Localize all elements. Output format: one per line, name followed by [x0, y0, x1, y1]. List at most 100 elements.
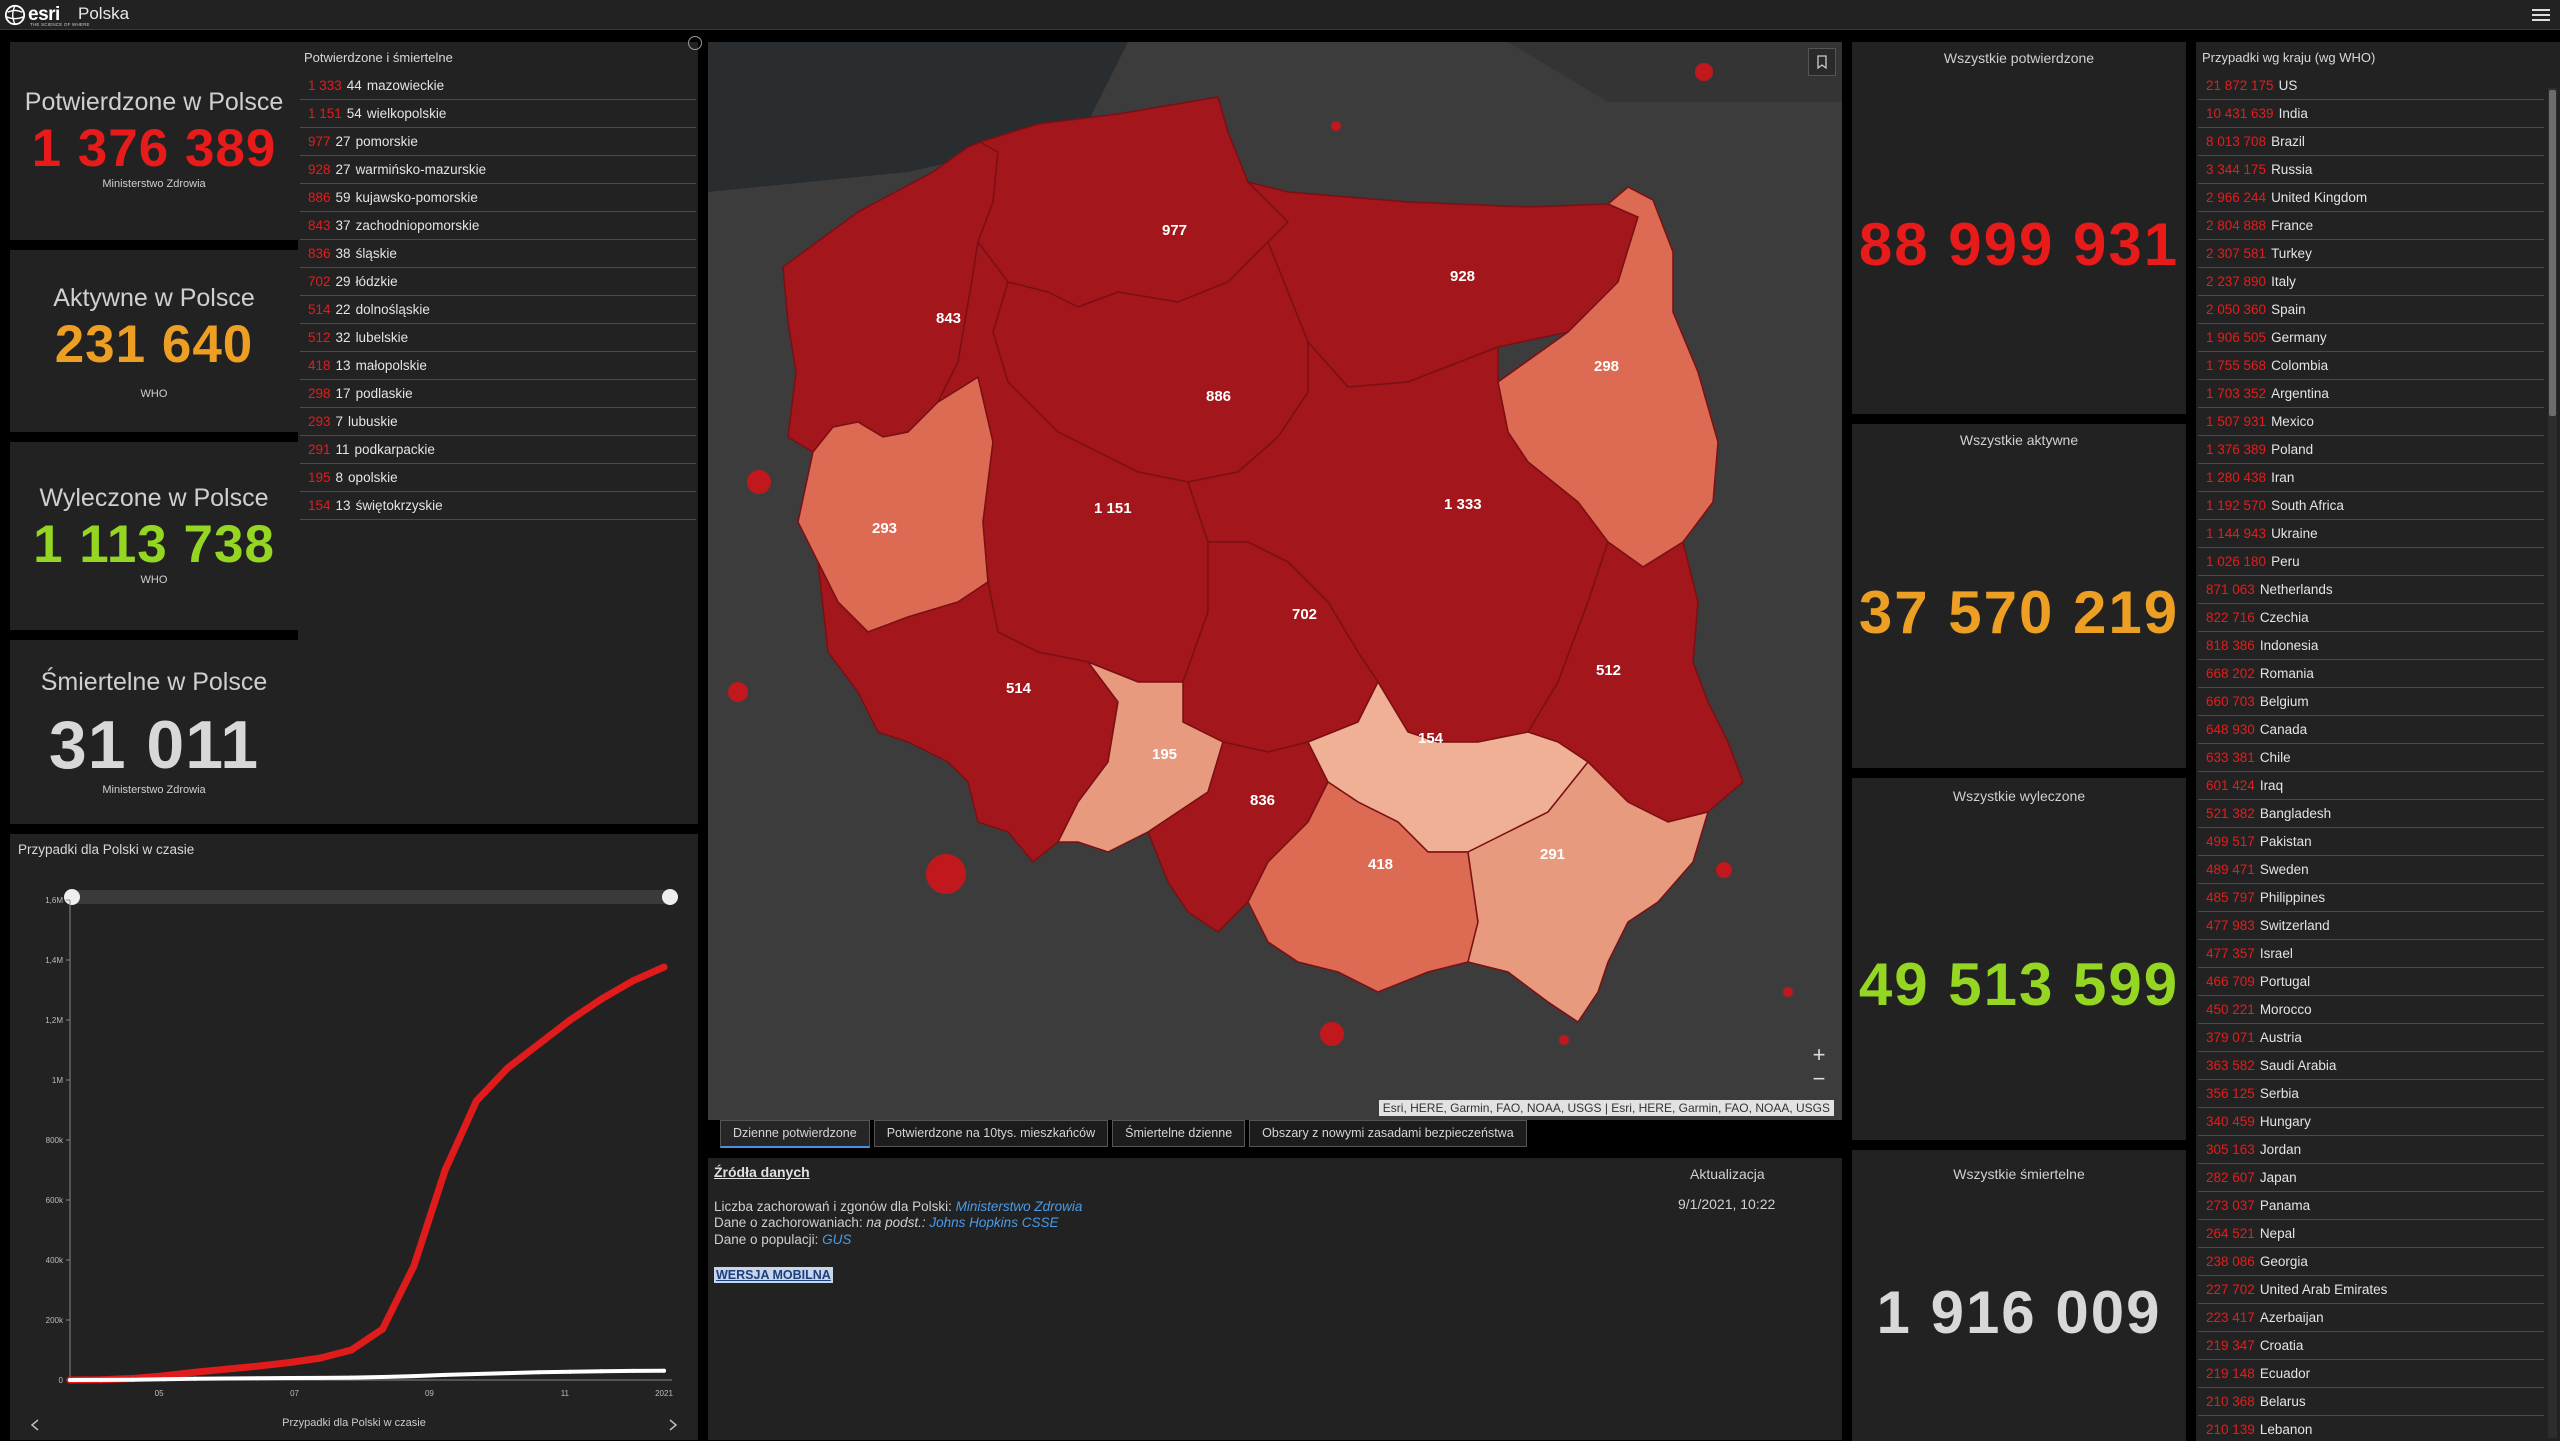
source-line-3-text: Dane o populacji: — [714, 1232, 823, 1247]
country-list-item[interactable]: 21 872 175 US — [2198, 72, 2544, 100]
tab-4[interactable]: Obszary z nowymi zasadami bezpieczeństwa — [1249, 1120, 1527, 1147]
range-slider-handle-left[interactable] — [64, 889, 80, 905]
region-podkarpackie[interactable] — [1467, 760, 1710, 1024]
region-list-item[interactable]: 291 11 podkarpackie — [300, 436, 696, 464]
region-list-item[interactable]: 928 27 warmińsko-mazurskie — [300, 156, 696, 184]
region-list-item[interactable]: 702 29 łódzkie — [300, 268, 696, 296]
country-list-item[interactable]: 648 930 Canada — [2198, 716, 2544, 744]
country-list-item[interactable]: 466 709 Portugal — [2198, 968, 2544, 996]
country-list-item[interactable]: 1 192 570 South Africa — [2198, 492, 2544, 520]
country-list-item[interactable]: 223 417 Azerbaijan — [2198, 1304, 2544, 1332]
country-list-item[interactable]: 601 424 Iraq — [2198, 772, 2544, 800]
country-list-item[interactable]: 219 148 Ecuador — [2198, 1360, 2544, 1388]
country-list-item[interactable]: 305 163 Jordan — [2198, 1136, 2544, 1164]
region-list-item[interactable]: 1 151 54 wielkopolskie — [300, 100, 696, 128]
bookmark-button[interactable] — [1808, 48, 1836, 76]
tab-2[interactable]: Potwierdzone na 10tys. mieszkańców — [873, 1120, 1109, 1147]
country-list-item[interactable]: 1 144 943 Ukraine — [2198, 520, 2544, 548]
gus-link[interactable]: GUS — [822, 1232, 852, 1247]
region-list-item[interactable]: 977 27 pomorskie — [300, 128, 696, 156]
country-list-item[interactable]: 485 797 Philippines — [2198, 884, 2544, 912]
country-name: Canada — [2259, 722, 2308, 737]
region-malopolskie[interactable] — [1247, 780, 1479, 993]
country-list-item[interactable]: 379 071 Austria — [2198, 1024, 2544, 1052]
sources-panel: Źródła danych Liczba zachorowań i zgonów… — [708, 1158, 1842, 1440]
country-cases: 282 607 — [2206, 1170, 2255, 1185]
ministry-link[interactable]: Ministerstwo Zdrowia — [955, 1199, 1083, 1214]
tab-1[interactable]: Dzienne potwierdzone — [720, 1120, 870, 1148]
region-list-item[interactable]: 293 7 lubuskie — [300, 408, 696, 436]
country-list-item[interactable]: 633 381 Chile — [2198, 744, 2544, 772]
region-list-item[interactable]: 1 333 44 mazowieckie — [300, 72, 696, 100]
country-list-item[interactable]: 2 237 890 Italy — [2198, 268, 2544, 296]
country-list-item[interactable]: 2 966 244 United Kingdom — [2198, 184, 2544, 212]
country-list-item[interactable]: 499 517 Pakistan — [2198, 828, 2544, 856]
country-list-item[interactable]: 363 582 Saudi Arabia — [2198, 1052, 2544, 1080]
country-list-item[interactable]: 871 063 Netherlands — [2198, 576, 2544, 604]
country-list-item[interactable]: 822 716 Czechia — [2198, 604, 2544, 632]
region-list-item[interactable]: 154 13 świętokrzyskie — [300, 492, 696, 520]
region-list-item[interactable]: 843 37 zachodniopomorskie — [300, 212, 696, 240]
region-list-item[interactable]: 886 59 kujawsko-pomorskie — [300, 184, 696, 212]
country-list-item[interactable]: 273 037 Panama — [2198, 1192, 2544, 1220]
map-view[interactable]: 843 977 928 298 886 293 1 151 1 333 702 … — [708, 42, 1842, 1120]
country-list-item[interactable]: 1 026 180 Peru — [2198, 548, 2544, 576]
scrollbar-thumb[interactable] — [2549, 90, 2556, 416]
country-list-item[interactable]: 1 507 931 Mexico — [2198, 408, 2544, 436]
chevron-left-icon[interactable] — [30, 1419, 39, 1431]
chevron-right-icon[interactable] — [669, 1419, 678, 1431]
country-list-item[interactable]: 2 050 360 Spain — [2198, 296, 2544, 324]
hamburger-menu-icon[interactable] — [2532, 6, 2550, 22]
country-list-item[interactable]: 264 521 Nepal — [2198, 1220, 2544, 1248]
country-cases: 2 966 244 — [2206, 190, 2267, 205]
region-list-item[interactable]: 418 13 małopolskie — [300, 352, 696, 380]
region-list-item[interactable]: 298 17 podlaskie — [300, 380, 696, 408]
zoom-in-button[interactable]: + — [1812, 1042, 1826, 1067]
zoom-out-button[interactable]: − — [1812, 1066, 1826, 1091]
country-list-item[interactable]: 660 703 Belgium — [2198, 688, 2544, 716]
country-list-item[interactable]: 2 307 581 Turkey — [2198, 240, 2544, 268]
country-list-item[interactable]: 668 202 Romania — [2198, 660, 2544, 688]
country-list-item[interactable]: 1 376 389 Poland — [2198, 436, 2544, 464]
country-list-item[interactable]: 340 459 Hungary — [2198, 1108, 2544, 1136]
countries-scrollbar[interactable] — [2548, 88, 2557, 1438]
country-cases: 21 872 175 — [2206, 78, 2274, 93]
country-list-item[interactable]: 356 125 Serbia — [2198, 1080, 2544, 1108]
country-cases: 499 517 — [2206, 834, 2255, 849]
country-list-item[interactable]: 521 382 Bangladesh — [2198, 800, 2544, 828]
country-list-item[interactable]: 210 368 Belarus — [2198, 1388, 2544, 1416]
region-list-item[interactable]: 195 8 opolskie — [300, 464, 696, 492]
country-list-item[interactable]: 219 347 Croatia — [2198, 1332, 2544, 1360]
country-list-item[interactable]: 489 471 Sweden — [2198, 856, 2544, 884]
country-list-item[interactable]: 477 357 Israel — [2198, 940, 2544, 968]
region-list-item[interactable]: 514 22 dolnośląskie — [300, 296, 696, 324]
country-cases: 273 037 — [2206, 1198, 2255, 1213]
data-point — [224, 1376, 229, 1381]
country-list-item[interactable]: 8 013 708 Brazil — [2198, 128, 2544, 156]
country-list-item[interactable]: 3 344 175 Russia — [2198, 156, 2544, 184]
expand-icon[interactable] — [688, 36, 702, 50]
country-list-item[interactable]: 238 086 Georgia — [2198, 1248, 2544, 1276]
region-list-item[interactable]: 836 38 śląskie — [300, 240, 696, 268]
mobile-version-button[interactable]: WERSJA MOBILNA — [714, 1267, 833, 1283]
country-list-item[interactable]: 2 804 888 France — [2198, 212, 2544, 240]
country-list-item[interactable]: 818 386 Indonesia — [2198, 632, 2544, 660]
country-list-item[interactable]: 10 431 639 India — [2198, 100, 2544, 128]
range-slider-handle-right[interactable] — [662, 889, 678, 905]
country-list-item[interactable]: 477 983 Switzerland — [2198, 912, 2544, 940]
country-list-item[interactable]: 282 607 Japan — [2198, 1164, 2544, 1192]
country-marker — [747, 470, 771, 494]
country-list-item[interactable]: 450 221 Morocco — [2198, 996, 2544, 1024]
country-list-item[interactable]: 210 139 Lebanon — [2198, 1416, 2544, 1441]
tab-3[interactable]: Śmiertelne dzienne — [1112, 1120, 1246, 1147]
country-list-item[interactable]: 1 906 505 Germany — [2198, 324, 2544, 352]
country-list-item[interactable]: 1 703 352 Argentina — [2198, 380, 2544, 408]
country-list-item[interactable]: 1 280 438 Iran — [2198, 464, 2544, 492]
region-list-item[interactable]: 512 32 lubelskie — [300, 324, 696, 352]
country-list-item[interactable]: 227 702 United Arab Emirates — [2198, 1276, 2544, 1304]
chart-panel: Przypadki dla Polski w czasie 0 200k 400k 6… — [10, 834, 698, 1440]
country-list-item[interactable]: 1 755 568 Colombia — [2198, 352, 2544, 380]
jhu-link[interactable]: Johns Hopkins CSSE — [929, 1215, 1059, 1230]
country-name: Pakistan — [2259, 834, 2312, 849]
region-deaths: 37 — [335, 218, 351, 233]
